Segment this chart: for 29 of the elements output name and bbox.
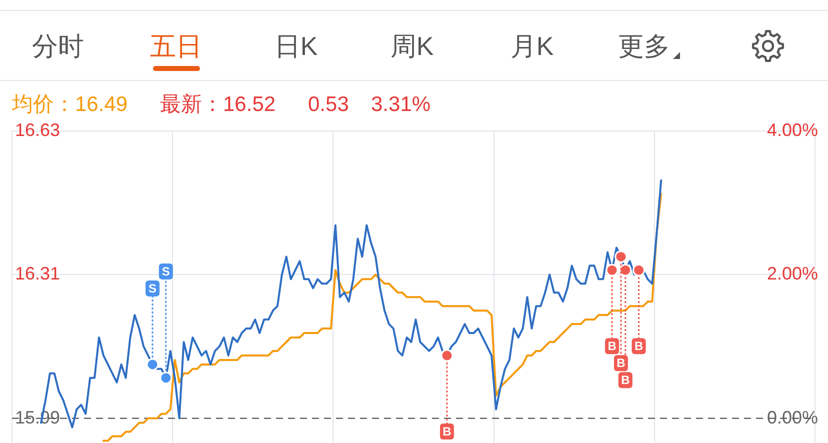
y2-tick-label: 0.00% [766,407,818,428]
data-label: B [442,424,452,438]
point [606,264,618,276]
text: 更多 [618,30,670,63]
data-label: B [616,356,626,370]
text: 最新：16.52 [160,92,276,118]
data-label: B [608,338,617,353]
point [440,349,454,362]
data-label: B [634,338,644,353]
point [614,250,628,263]
text: 周K [390,30,434,63]
data-label: B [621,372,630,387]
y-tick-label: 16.63 [15,120,60,140]
data-label: S [162,264,170,278]
point [160,372,172,384]
text: 3.31% [371,92,431,118]
y-tick-label: 16.31 [15,264,60,284]
text: 五日 [150,30,202,63]
point [146,358,159,371]
text: 0.53 [308,92,349,118]
y2-tick-label: 2.00% [766,264,818,284]
point [619,264,632,276]
text: 分时 [32,30,84,63]
data-label: S [148,281,157,296]
text: 月K [510,30,554,63]
y2-tick-label: 4.00% [766,120,818,140]
text: 日K [274,30,318,63]
text: 均价：16.49 [12,92,128,118]
point [632,264,646,276]
